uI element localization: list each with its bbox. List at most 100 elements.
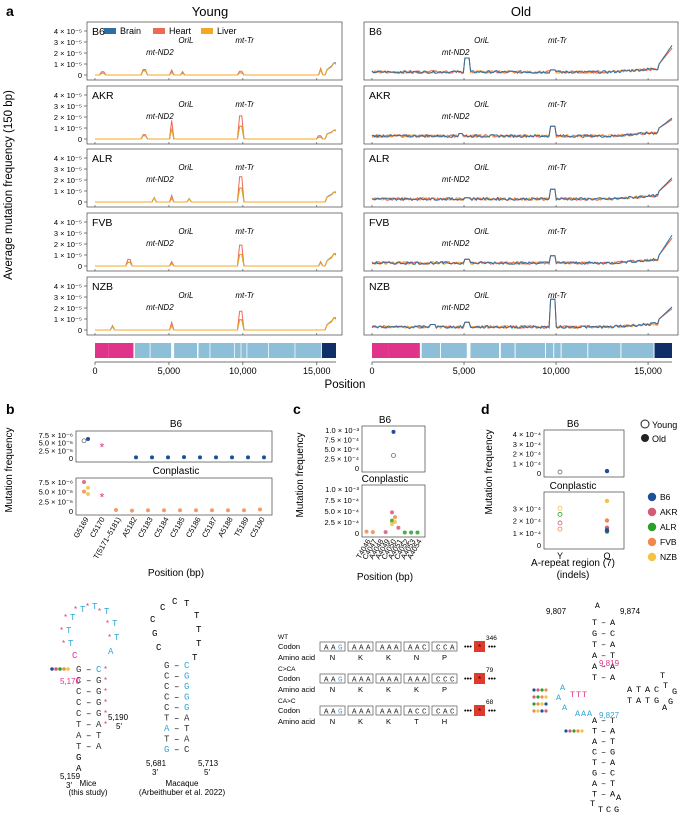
codon-base: A [387,645,392,653]
mutation-dot [540,709,544,713]
series-line-liver [95,317,337,331]
codon-box [431,705,458,716]
hairpin-star: * [64,613,67,622]
conplastic-point [409,530,414,535]
gene-segment [174,343,198,358]
b6-old-point [182,455,186,460]
ellipsis: ••• [488,706,496,715]
conplastic-point [396,525,401,530]
hairpin-base: T [104,607,110,617]
trna-base: A [592,737,598,747]
series-line-brain [371,234,673,265]
trna-base: A [627,685,633,695]
panel-a-legend: Brain Heart Liver [104,26,237,36]
ytick-label: 3 × 10⁻⁵ [54,165,82,174]
hairpin-base: T [92,602,98,612]
xtick-label: 5,000 [158,366,181,376]
hairpin-star: * [62,639,65,648]
codon-base: A [380,677,385,685]
mutation-dot [536,688,540,692]
trna-base: G [668,697,673,707]
mutation-dot [532,695,536,699]
ytick-label: 1 × 10⁻⁵ [54,60,82,69]
landmark-oril: OriL [178,100,193,109]
series-line-heart [95,176,337,203]
trna-pair: – [601,748,606,758]
conplastic-point [178,508,182,513]
conplastic-point [162,508,166,513]
hairpin-pair: – [174,693,179,703]
ytick-label: 1 × 10⁻⁵ [54,315,82,324]
conplastic-point [82,480,86,484]
ytick-label: 7.5 × 10⁻⁴ [325,496,360,505]
codon-base: A [366,645,371,653]
hairpin-base: T [114,633,120,643]
amino-acid: N [330,653,335,662]
trna-base: A [562,703,568,713]
landmark-mt-tr: mt-Tr [235,291,254,300]
panel-b-title-bottom: Conplastic [153,466,200,477]
trna-base: A [592,716,598,726]
ytick-label: 3 × 10⁻⁴ [513,504,541,513]
ytick-label: 1 × 10⁻⁵ [54,187,82,196]
codon-base: A [387,709,392,717]
trna-base: T [660,671,665,681]
xtick-label: Y [557,551,563,561]
amino-acid: N [330,717,335,726]
panel-a-subplot-fvb-old: FVB OriL mt-Tr mt-ND2 [363,212,679,272]
amino-acid: N [414,653,419,662]
hairpin-base: A [184,735,190,745]
hairpin-pair: – [86,731,91,741]
codon-box [375,641,402,652]
mutation-dot [540,695,544,699]
gene-segment [241,343,247,358]
ellipsis: ••• [488,674,496,683]
conplastic-point [393,520,397,524]
gene-segment [247,343,268,358]
trna-base: T [590,799,595,809]
series-line-brain [371,177,673,202]
landmark-oril: OriL [178,163,193,172]
amino-acid: K [358,653,363,662]
xtick-label: O [603,551,610,561]
series-line-heart [95,244,337,267]
mutation-dot [544,695,548,699]
end-3prime-mice: 3′ [66,781,72,790]
series-line-liver [95,62,337,76]
trna-base: T [592,727,597,737]
mutation-dot [576,729,580,733]
xtick-label: 0 [369,366,374,376]
strain-legend-label: ALR [660,522,677,532]
conplastic-point [370,530,375,535]
mutation-dot [58,667,62,671]
landmark-oril: OriL [474,227,489,236]
hairpin-base: G [184,672,189,682]
b6-old-point [150,455,154,460]
macaque-label: Macaque [166,779,199,788]
trna-base: T [592,790,597,800]
codon-box [319,673,346,684]
series-line-liver [371,179,673,202]
legend-swatch-brain [104,28,116,34]
stop-star: * [478,643,481,652]
codon-base: A [359,677,364,685]
landmark-mt-nd2: mt-ND2 [146,112,174,121]
mutation-dot [540,702,544,706]
subplot-frame [543,491,625,550]
series-line-liver [95,125,337,140]
strain-legend-marker [647,552,657,562]
trna-base: T [610,651,615,661]
ytick-label: 2 × 10⁻⁵ [54,240,82,249]
codon-box [403,673,430,684]
macaque-sub: (Arbeithuber et al. 2022) [139,788,226,797]
gene-segment [268,343,295,358]
gene-segment [621,343,654,358]
strain-label: ALR [92,153,113,165]
pos-5713: 5,713 [198,759,219,768]
hairpin-base: G [96,687,101,697]
codon-base: A [324,709,329,717]
hairpin-base: G [184,682,189,692]
strain-label: B6 [92,26,105,38]
ytick-label: 2 × 10⁻⁴ [513,450,541,459]
